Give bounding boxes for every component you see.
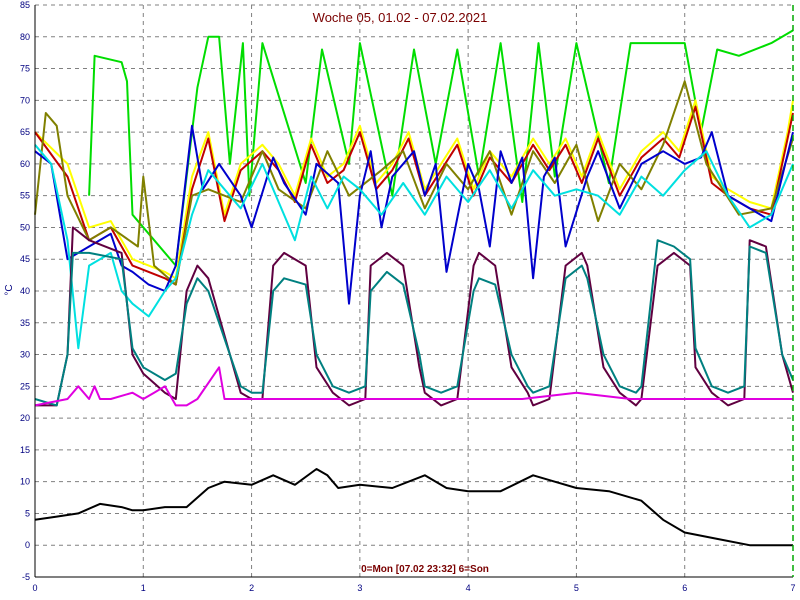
series-line-7 [35,226,794,407]
y-tick-label: 15 [20,445,30,455]
x-tick-label: 3 [357,583,362,593]
y-tick-label: 60 [20,159,30,169]
series-line-6 [34,144,794,350]
y-tick-label: 10 [20,477,30,487]
x-tick-label: 0 [32,583,37,593]
y-tick-label: 5 [25,508,30,518]
series-line-2 [34,99,794,280]
y-tick-label: 45 [20,254,30,264]
x-tick-label: 1 [141,583,146,593]
y-tick-label: 65 [20,127,30,137]
series-line-8 [34,239,794,407]
y-tick-label: 50 [20,222,30,232]
series-line-1 [88,29,794,267]
y-axis-label: °C [4,284,15,295]
x-tick-label: 7 [790,583,795,593]
y-tick-label: 25 [20,381,30,391]
y-tick-label: 75 [20,64,30,74]
chart-footer: 0=Mon [07.02 23:32] 6=Son [361,564,489,575]
x-tick-label: 4 [466,583,471,593]
y-tick-label: 80 [20,32,30,42]
axes [34,5,794,578]
x-tick-label: 6 [682,583,687,593]
series-line-10 [34,468,793,547]
y-tick-label: 85 [20,0,30,10]
series-line-9 [34,366,793,407]
series-layer [34,29,794,547]
y-tick-label: 35 [20,318,30,328]
series-line-5 [34,124,794,305]
y-tick-label: 20 [20,413,30,423]
grid [35,4,793,578]
y-tick-label: 0 [25,540,30,550]
x-tick-label: 5 [574,583,579,593]
y-tick-label: 70 [20,95,30,105]
chart-title: Woche 05, 01.02 - 07.02.2021 [313,10,488,25]
x-tick-label: 2 [249,583,254,593]
y-tick-label: 30 [20,350,30,360]
y-tick-label: 40 [20,286,30,296]
y-tick-label: -5 [22,572,30,582]
series-line-4 [34,80,794,286]
y-tick-label: 55 [20,191,30,201]
